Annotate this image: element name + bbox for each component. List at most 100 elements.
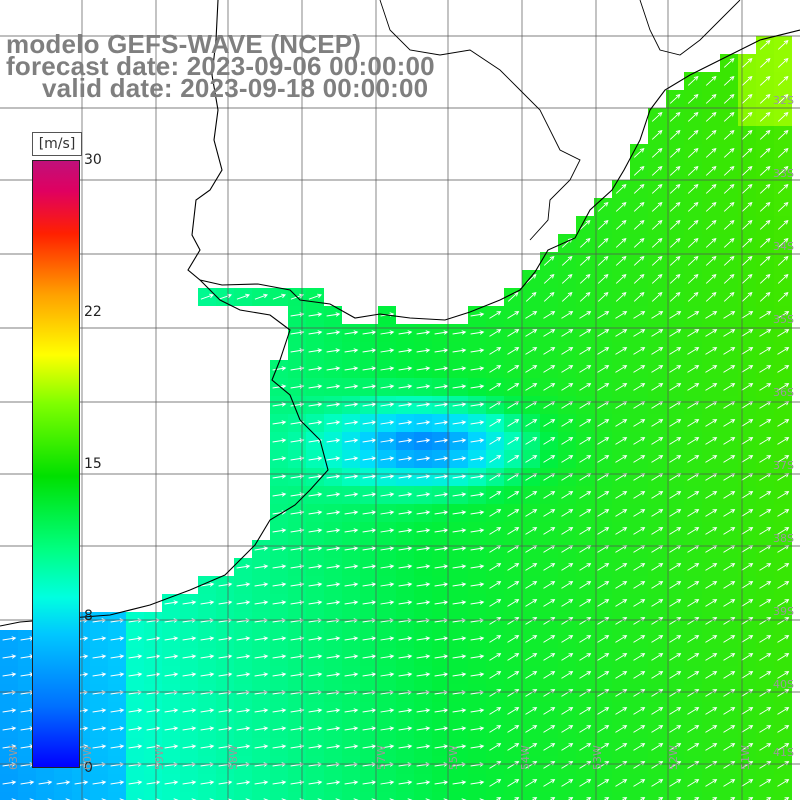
wind-arrow: [416, 456, 431, 461]
wind-arrow: [561, 581, 574, 589]
wind-arrow: [723, 273, 735, 284]
wind-arrow: [38, 780, 53, 785]
wind-arrow: [615, 365, 628, 373]
wind-arrow: [326, 636, 341, 641]
wind-arrow: [452, 546, 467, 551]
wind-arrow: [759, 291, 771, 302]
wind-arrow: [362, 492, 377, 497]
wind-arrow: [380, 456, 395, 461]
wind-arrow: [705, 365, 718, 373]
wind-arrow: [308, 780, 323, 785]
wind-arrow: [452, 708, 467, 713]
wind-arrow: [633, 635, 646, 643]
wind-arrow: [633, 419, 646, 427]
wind-arrow: [362, 384, 377, 389]
wind-arrow: [669, 455, 682, 463]
wind-arrow: [272, 293, 286, 300]
wind-arrow: [687, 291, 699, 302]
wind-arrow: [651, 311, 664, 319]
wind-arrow: [777, 437, 790, 445]
wind-arrow: [597, 329, 610, 337]
wind-arrow: [507, 365, 520, 373]
wind-arrow: [236, 564, 251, 569]
wind-arrow: [651, 599, 664, 607]
wind-speed-cell: [594, 792, 612, 800]
lon-label: 54W: [519, 745, 532, 770]
wind-arrow: [362, 780, 377, 785]
wind-arrow: [290, 402, 305, 407]
wind-arrow: [615, 383, 628, 391]
wind-arrow: [434, 492, 449, 497]
wind-arrow: [507, 581, 520, 589]
wind-arrow: [759, 219, 771, 230]
wind-arrow: [489, 347, 502, 355]
wind-arrow: [326, 546, 341, 551]
forecast-date: forecast date: 2023-09-06 00:00:00: [6, 51, 435, 81]
wind-arrow: [723, 437, 736, 445]
wind-arrow: [416, 474, 431, 479]
wind-arrow: [687, 743, 700, 751]
wind-arrow: [416, 582, 431, 587]
wind-arrow: [272, 420, 287, 425]
wind-arrow: [561, 509, 574, 517]
wind-arrow: [507, 725, 520, 733]
wind-arrow: [669, 563, 682, 571]
wind-arrow: [416, 510, 431, 515]
wind-arrow: [723, 165, 735, 176]
wind-arrow: [741, 93, 753, 104]
wind-arrow: [741, 365, 754, 373]
wind-arrow: [579, 437, 592, 445]
wind-arrow: [579, 237, 591, 248]
wind-arrow: [344, 384, 359, 389]
wind-arrow: [344, 708, 359, 713]
wind-arrow: [507, 329, 520, 337]
wind-arrow: [561, 635, 574, 643]
wind-arrow: [489, 419, 502, 427]
wind-arrow: [669, 237, 681, 248]
wind-arrow: [164, 726, 179, 731]
wind-arrow: [344, 672, 359, 677]
lon-label: 53W: [591, 745, 604, 770]
wind-arrow: [254, 726, 269, 731]
wind-arrow: [597, 779, 610, 787]
wind-arrow: [507, 491, 520, 499]
wind-arrow: [443, 798, 449, 800]
wind-arrow: [777, 563, 790, 571]
wind-arrow: [182, 726, 197, 731]
wind-arrow: [254, 564, 269, 569]
wind-arrow: [723, 779, 736, 787]
wind-arrow: [470, 708, 485, 713]
wind-arrow: [326, 780, 341, 785]
wind-arrow: [434, 474, 449, 479]
wind-arrow: [741, 183, 753, 194]
wind-arrow: [290, 312, 305, 317]
wind-arrow: [452, 564, 467, 569]
wind-arrow: [110, 726, 125, 731]
lon-label: 60W: [81, 745, 94, 770]
wind-arrow: [741, 671, 754, 679]
wind-speed-cell: [522, 792, 540, 800]
wind-arrow: [561, 653, 574, 661]
wind-arrow: [759, 129, 771, 140]
wind-arrow: [687, 581, 700, 589]
wind-arrow: [579, 581, 592, 589]
wind-arrow: [633, 743, 646, 751]
wind-arrow: [182, 708, 197, 713]
wind-arrow: [525, 509, 538, 517]
wind-arrow: [110, 708, 125, 713]
wind-arrow: [651, 419, 664, 427]
wind-speed-cell: [540, 792, 558, 800]
wind-arrow: [669, 365, 682, 373]
wind-arrow: [687, 635, 700, 643]
wind-arrow: [290, 348, 305, 353]
wind-arrow: [705, 201, 717, 212]
wind-arrow: [759, 365, 772, 373]
wind-arrow: [597, 237, 609, 248]
wind-arrow: [272, 780, 287, 785]
wind-arrow: [398, 402, 413, 407]
wind-arrow: [597, 255, 609, 266]
wind-arrow: [380, 726, 395, 731]
wind-arrow: [525, 437, 538, 445]
wind-arrow: [110, 672, 125, 677]
